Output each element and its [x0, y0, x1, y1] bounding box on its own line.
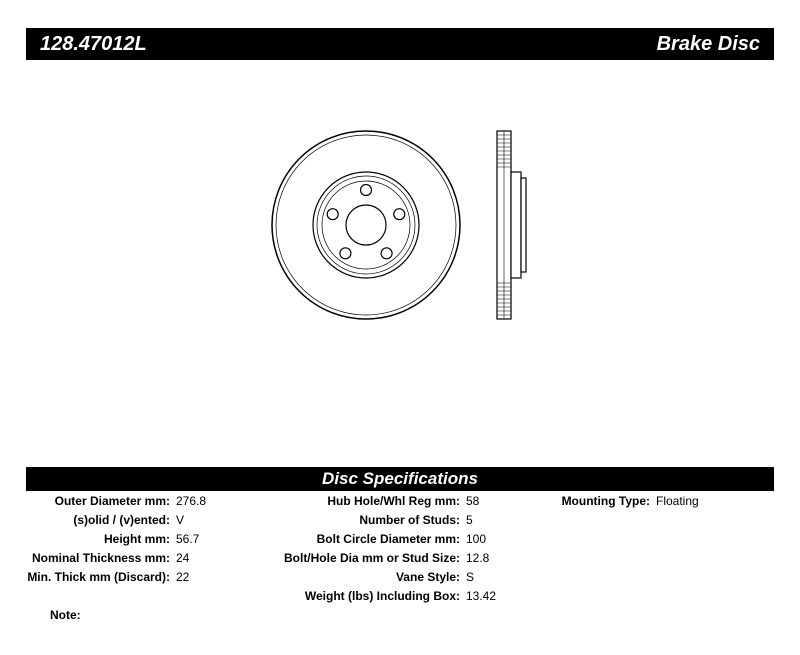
spec-row: Bolt/Hole Dia mm or Stud Size: 12.8 [246, 551, 536, 566]
disc-side-view [491, 130, 529, 320]
spec-row: Min. Thick mm (Discard): 22 [26, 570, 246, 585]
spec-label: (s)olid / (v)ented: [26, 513, 176, 528]
spec-column-1: Outer Diameter mm: 276.8 (s)olid / (v)en… [26, 494, 246, 604]
spec-row: Weight (lbs) Including Box: 13.42 [246, 589, 536, 604]
spec-value: 100 [466, 532, 536, 547]
spec-value: 276.8 [176, 494, 246, 509]
spec-row: Hub Hole/Whl Reg mm: 58 [246, 494, 536, 509]
spec-row: (s)olid / (v)ented: V [26, 513, 246, 528]
spec-column-2: Hub Hole/Whl Reg mm: 58 Number of Studs:… [246, 494, 536, 604]
spec-value: 13.42 [466, 589, 536, 604]
spec-label: Min. Thick mm (Discard): [26, 570, 176, 585]
spec-label: Outer Diameter mm: [26, 494, 176, 509]
spec-label: Mounting Type: [536, 494, 656, 509]
spec-row: Bolt Circle Diameter mm: 100 [246, 532, 536, 547]
spec-label: Number of Studs: [246, 513, 466, 528]
product-title: Brake Disc [657, 33, 760, 56]
note-label: Note: [50, 608, 81, 622]
spec-value: 56.7 [176, 532, 246, 547]
spec-row: Height mm: 56.7 [26, 532, 246, 547]
spec-row: Mounting Type: Floating [536, 494, 756, 509]
spec-row: Outer Diameter mm: 276.8 [26, 494, 246, 509]
spec-value: S [466, 570, 536, 585]
spec-value: 22 [176, 570, 246, 585]
specs-grid: Outer Diameter mm: 276.8 (s)olid / (v)en… [26, 494, 774, 604]
spec-label: Hub Hole/Whl Reg mm: [246, 494, 466, 509]
spec-label: Nominal Thickness mm: [26, 551, 176, 566]
spec-value: Floating [656, 494, 756, 509]
header-bar: 128.47012L Brake Disc [26, 28, 774, 60]
part-number: 128.47012L [40, 33, 147, 56]
spec-label: Bolt Circle Diameter mm: [246, 532, 466, 547]
spec-value: 24 [176, 551, 246, 566]
spec-value: 58 [466, 494, 536, 509]
spec-value: 12.8 [466, 551, 536, 566]
spec-column-3: Mounting Type: Floating [536, 494, 756, 604]
spec-value: V [176, 513, 246, 528]
spec-row: Nominal Thickness mm: 24 [26, 551, 246, 566]
spec-section-title: Disc Specifications [26, 467, 774, 491]
spec-label: Vane Style: [246, 570, 466, 585]
spec-value: 5 [466, 513, 536, 528]
spec-label: Height mm: [26, 532, 176, 547]
spec-label: Weight (lbs) Including Box: [246, 589, 466, 604]
spec-row: Vane Style: S [246, 570, 536, 585]
spec-label: Bolt/Hole Dia mm or Stud Size: [246, 551, 466, 566]
spec-row: Number of Studs: 5 [246, 513, 536, 528]
diagram-area [0, 90, 800, 360]
disc-front-view [271, 130, 461, 320]
